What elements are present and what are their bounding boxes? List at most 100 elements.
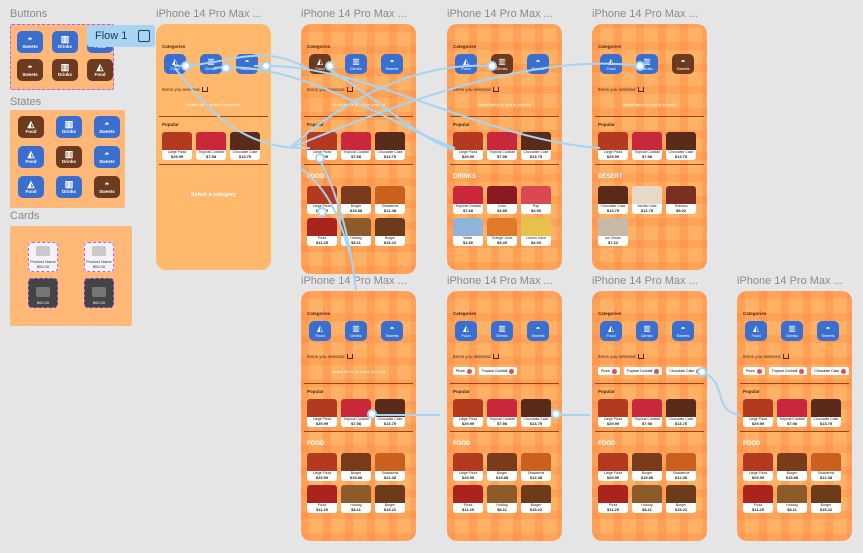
- product-card[interactable]: Tiramisu $5.02: [666, 186, 696, 214]
- product-card[interactable]: Burger $15.88: [487, 453, 517, 481]
- product-card[interactable]: Burger $15.88: [632, 453, 662, 481]
- category-button-drinks[interactable]: ▥ Drinks: [52, 59, 78, 81]
- category-button-drinks[interactable]: ▥ Drinks: [345, 321, 367, 341]
- state-button-sweets[interactable]: ◓ Sweets: [94, 146, 120, 168]
- product-card[interactable]: Tropical Cocktail $7.98: [632, 132, 662, 160]
- product-card[interactable]: Hotdog $8.11: [777, 485, 807, 513]
- product-card[interactable]: Orange Juice $3.45: [487, 218, 517, 246]
- category-button-drinks[interactable]: ▥ Drinks: [200, 54, 222, 74]
- state-button-drinks[interactable]: ▥ Drinks: [56, 146, 82, 168]
- category-button-sweets[interactable]: ◓ Sweets: [236, 54, 258, 74]
- remove-chip-icon[interactable]: [841, 368, 847, 374]
- state-button-food[interactable]: ◭ Food: [18, 146, 44, 168]
- remove-chip-icon[interactable]: [799, 368, 805, 374]
- product-card[interactable]: Chocolate Cake $13.75: [598, 186, 628, 214]
- product-card[interactable]: Tropical Cocktail $7.68: [453, 186, 483, 214]
- remove-chip-icon[interactable]: [466, 368, 472, 374]
- product-card[interactable]: Shawarma $12.38: [375, 186, 405, 214]
- category-button-food[interactable]: ◭Food: [164, 54, 186, 74]
- product-card[interactable]: Burger $15.22: [375, 485, 405, 513]
- product-card[interactable]: Vanilla Cake $12.75: [632, 186, 662, 214]
- product-card[interactable]: Large Pizza $29.99: [307, 132, 337, 160]
- state-button-drinks[interactable]: ▥ Drinks: [56, 176, 82, 198]
- product-card[interactable]: Burger $15.22: [375, 218, 405, 246]
- category-button-sweets[interactable]: ◓ Sweets: [17, 31, 43, 53]
- frame-title[interactable]: iPhone 14 Pro Max ...: [737, 275, 843, 287]
- frame-title[interactable]: iPhone 14 Pro Max ...: [447, 275, 553, 287]
- product-card[interactable]: Large Pizza $29.99: [598, 399, 628, 427]
- category-button-sweets[interactable]: ◓ Sweets: [527, 321, 549, 341]
- category-button-food[interactable]: ◭Food: [87, 59, 113, 81]
- product-card[interactable]: $00.00: [84, 278, 114, 308]
- product-card[interactable]: Tropical Cocktail $7.98: [777, 399, 807, 427]
- category-button-drinks[interactable]: ▥ Drinks: [636, 54, 658, 74]
- product-card[interactable]: Pizza $11.25: [743, 485, 773, 513]
- product-card[interactable]: Pizza $11.25: [453, 485, 483, 513]
- selected-chip[interactable]: Tropical Cocktail: [623, 367, 663, 375]
- product-card[interactable]: Chocolate Cake $13.75: [666, 399, 696, 427]
- product-card[interactable]: Large Pizza $29.99: [453, 399, 483, 427]
- product-card[interactable]: Chocolate Cake $13.75: [666, 132, 696, 160]
- product-card[interactable]: Large Pizza $29.99: [743, 399, 773, 427]
- remove-chip-icon[interactable]: [756, 368, 762, 374]
- iphone-frame[interactable]: Categories ◭ Food ▥ Drinks ◓ Sweets Items you s…: [301, 24, 416, 274]
- product-card[interactable]: Product Name $00.00: [84, 242, 114, 272]
- product-card[interactable]: Large Pizza $29.99: [598, 453, 628, 481]
- product-card[interactable]: Ice Cream $7.22: [598, 218, 628, 246]
- flow-play-icon[interactable]: [138, 30, 150, 42]
- category-button-food[interactable]: ◭Food: [455, 54, 477, 74]
- product-card[interactable]: Burger $15.88: [341, 453, 371, 481]
- category-button-food[interactable]: ◭Food: [455, 321, 477, 341]
- product-card[interactable]: Large Pizza $29.99: [307, 399, 337, 427]
- product-card[interactable]: Burger $15.22: [521, 485, 551, 513]
- product-card[interactable]: Large Pizza $29.99: [307, 453, 337, 481]
- iphone-frame[interactable]: Categories ◭ Food ▥ Drinks ◓ Sweets Items you s…: [156, 24, 271, 270]
- category-button-drinks[interactable]: ▥ Drinks: [491, 54, 513, 74]
- product-card[interactable]: Tropical Cocktail $7.98: [487, 399, 517, 427]
- frame-title[interactable]: iPhone 14 Pro Max ...: [301, 8, 407, 20]
- selected-chip[interactable]: Pizza: [453, 367, 475, 375]
- product-card[interactable]: Pizza $11.25: [598, 485, 628, 513]
- product-card[interactable]: Burger $15.22: [811, 485, 841, 513]
- category-button-drinks[interactable]: ▥ Drinks: [52, 31, 78, 53]
- product-card[interactable]: Water $1.50: [453, 218, 483, 246]
- selected-chip[interactable]: Chocolate Cake: [666, 367, 705, 375]
- category-button-food[interactable]: ◭Food: [309, 321, 331, 341]
- product-card[interactable]: Burger $15.22: [666, 485, 696, 513]
- product-card[interactable]: Hotdog $8.11: [487, 485, 517, 513]
- product-card[interactable]: Tropical Cocktail $7.98: [341, 132, 371, 160]
- product-card[interactable]: Large Pizza $29.99: [743, 453, 773, 481]
- remove-chip-icon[interactable]: [654, 368, 660, 374]
- product-card[interactable]: Large Pizza $29.99: [162, 132, 192, 160]
- states-component-box[interactable]: ◭ Food ▥ Drinks ◓ Sweets ◭ Food ▥ Drinks ◓ Sweets ◭ F…: [10, 110, 125, 208]
- state-button-food[interactable]: ◭ Food: [18, 176, 44, 198]
- product-card[interactable]: Lemon Juice $4.93: [521, 218, 551, 246]
- category-button-food[interactable]: ◭Food: [600, 54, 622, 74]
- product-card[interactable]: Shawarma $12.38: [521, 453, 551, 481]
- product-card[interactable]: Shawarma $12.38: [811, 453, 841, 481]
- category-button-sweets[interactable]: ◓ Sweets: [527, 54, 549, 74]
- product-card[interactable]: Chocolate Cake $13.75: [521, 399, 551, 427]
- category-button-food[interactable]: ◭Food: [745, 321, 767, 341]
- category-button-drinks[interactable]: ▥ Drinks: [345, 54, 367, 74]
- product-card[interactable]: Pizza $11.25: [307, 218, 337, 246]
- category-button-food[interactable]: ◭Food: [600, 321, 622, 341]
- product-card[interactable]: Shawarma $12.38: [375, 453, 405, 481]
- frame-title[interactable]: iPhone 14 Pro Max ...: [156, 8, 262, 20]
- iphone-frame[interactable]: Categories ◭ Food ▥ Drinks ◓ Sweets Items you s…: [592, 291, 707, 541]
- state-button-sweets[interactable]: ◓ Sweets: [94, 176, 120, 198]
- product-card[interactable]: Pizza $11.25: [307, 485, 337, 513]
- product-card[interactable]: Large Pizza $29.99: [453, 132, 483, 160]
- product-card[interactable]: Chocolate Cake $13.75: [375, 132, 405, 160]
- state-button-drinks[interactable]: ▥ Drinks: [56, 116, 82, 138]
- product-card[interactable]: Large Pizza $29.99: [453, 453, 483, 481]
- remove-chip-icon[interactable]: [611, 368, 617, 374]
- category-button-drinks[interactable]: ▥ Drinks: [636, 321, 658, 341]
- iphone-frame[interactable]: Categories ◭ Food ▥ Drinks ◓ Sweets Items you s…: [447, 291, 562, 541]
- iphone-frame[interactable]: Categories ◭ Food ▥ Drinks ◓ Sweets Items you s…: [447, 24, 562, 270]
- iphone-frame[interactable]: Categories ◭ Food ▥ Drinks ◓ Sweets Items you s…: [737, 291, 852, 541]
- remove-chip-icon[interactable]: [696, 368, 702, 374]
- product-card[interactable]: Product Name $00.00: [28, 242, 58, 272]
- iphone-frame[interactable]: Categories ◭ Food ▥ Drinks ◓ Sweets Items you s…: [592, 24, 707, 270]
- category-button-sweets[interactable]: ◓ Sweets: [381, 321, 403, 341]
